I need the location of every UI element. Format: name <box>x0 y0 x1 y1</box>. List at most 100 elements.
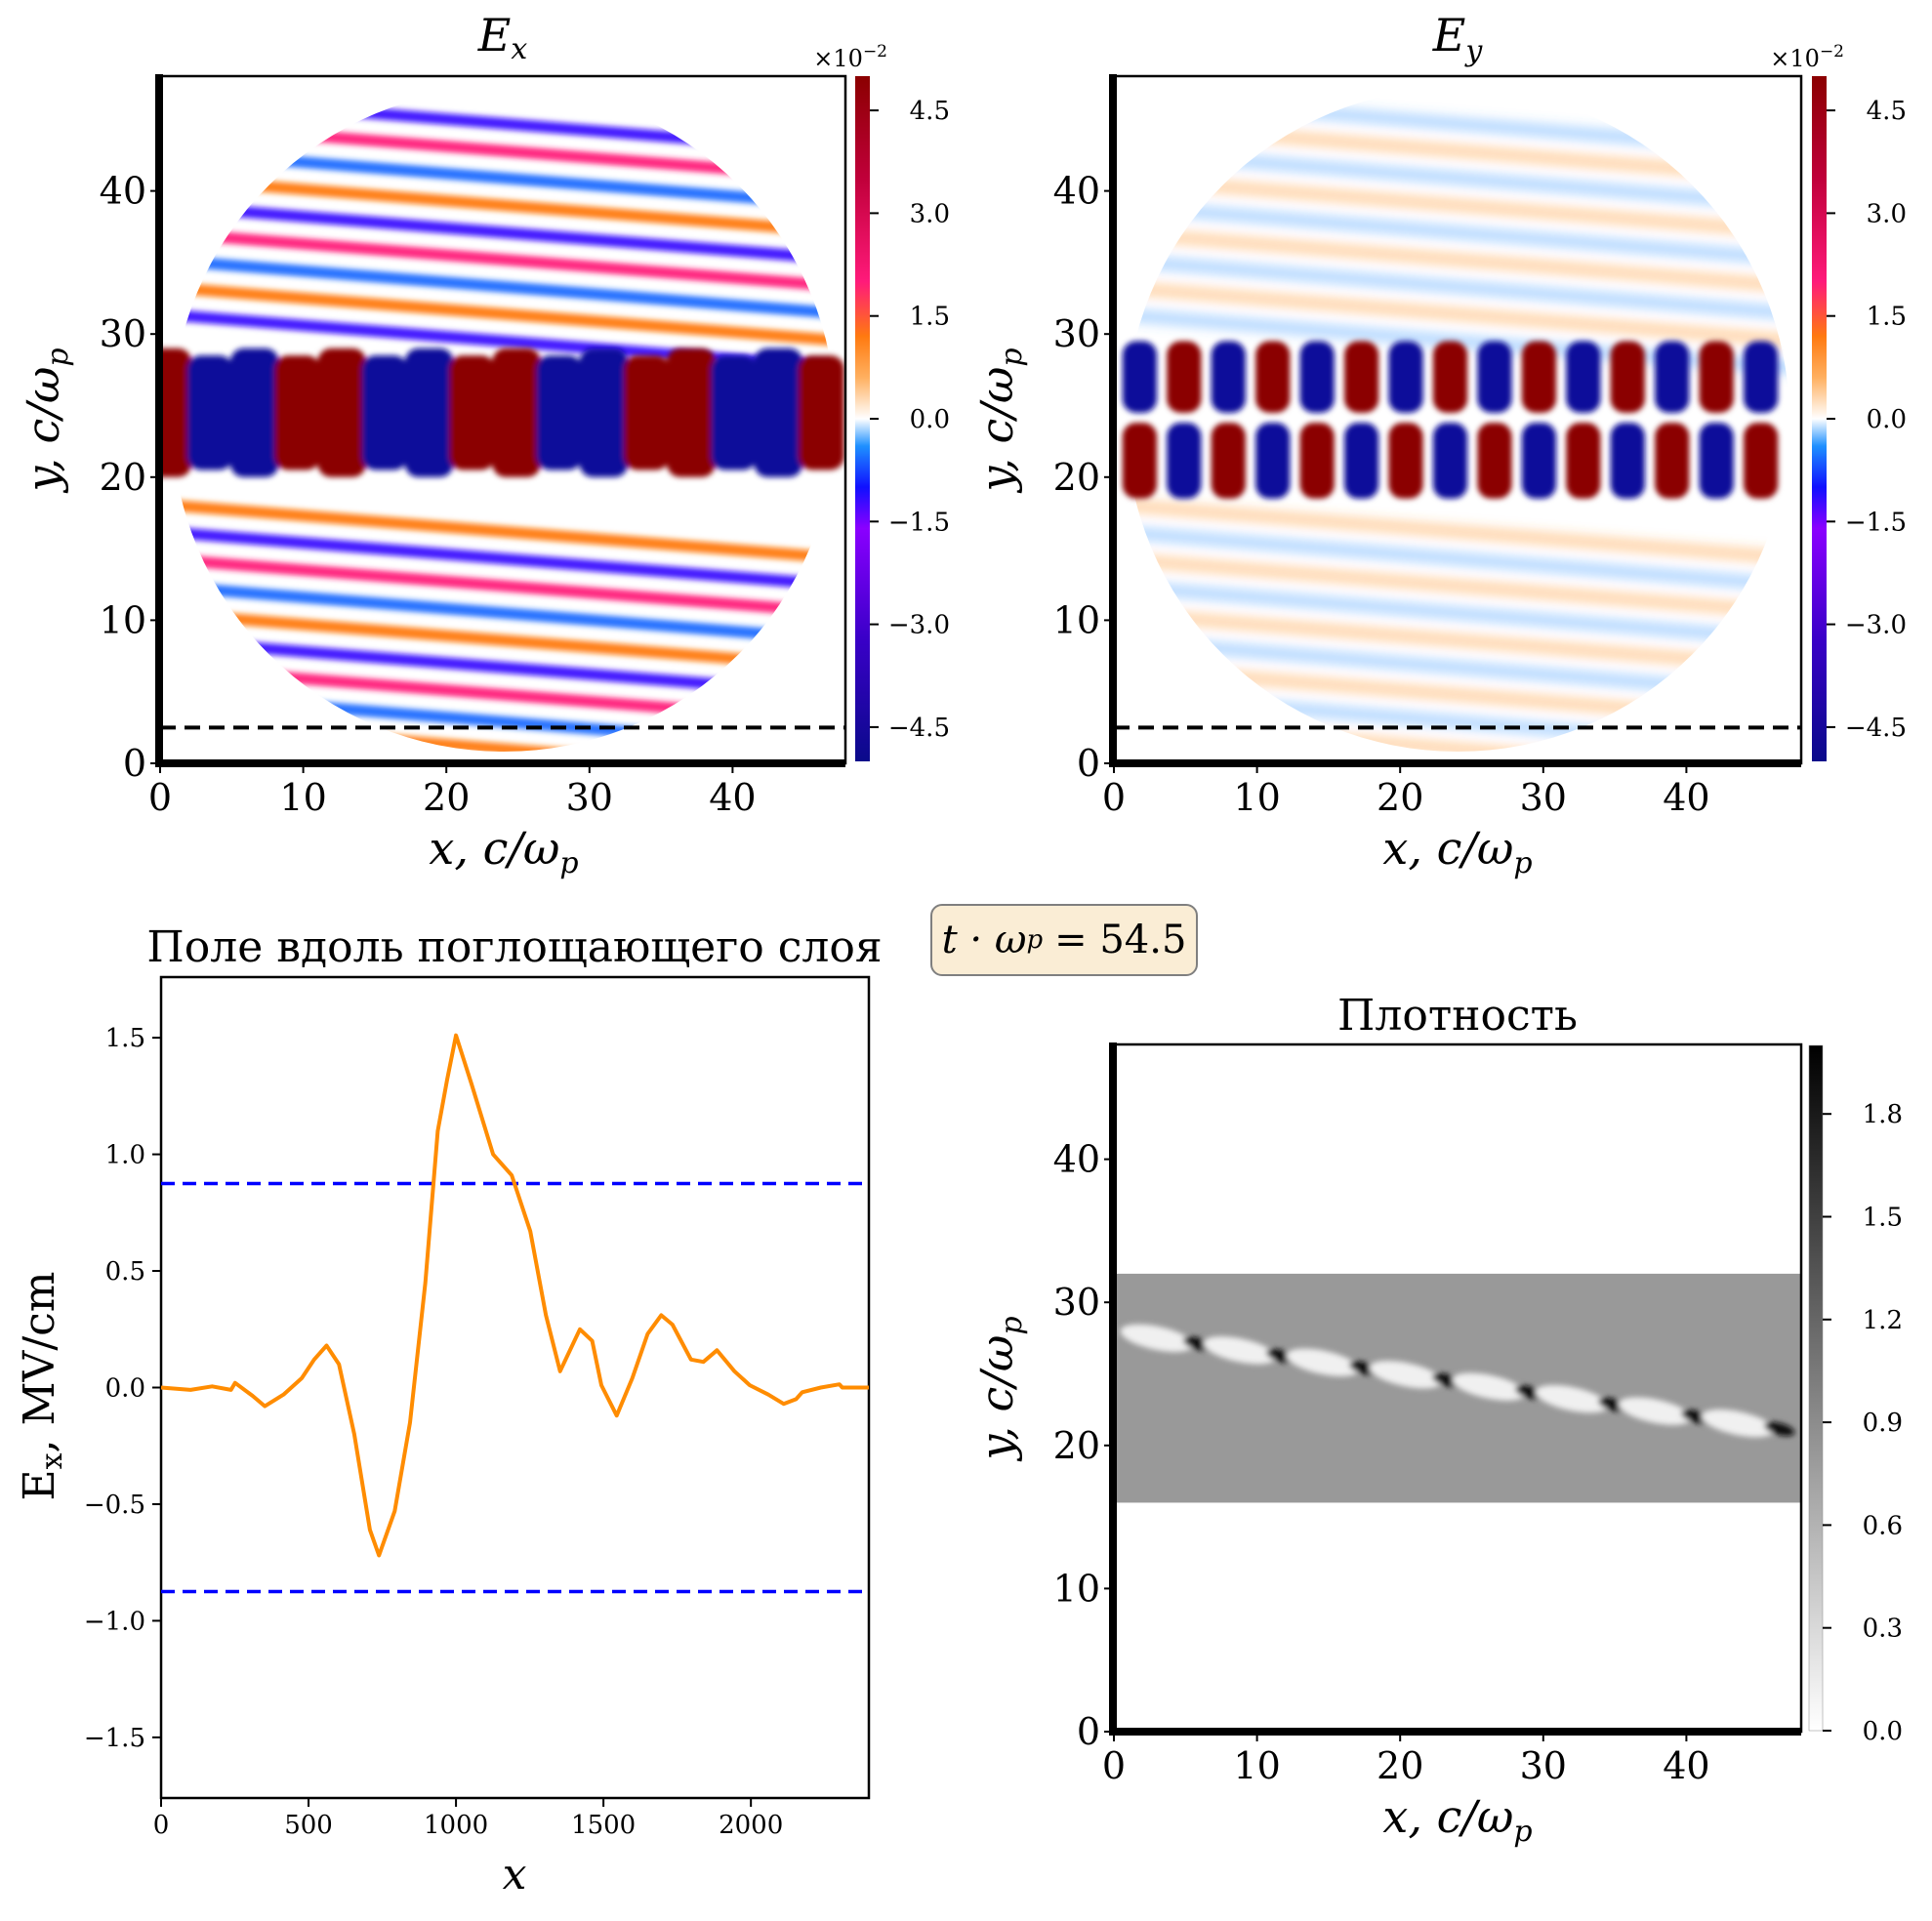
colorbar-tick-label: 1.5 <box>910 303 950 332</box>
wake-cell <box>1610 423 1645 499</box>
x-tick-label: 40 <box>709 776 756 819</box>
field-band <box>172 225 836 296</box>
x-tick-label: 1000 <box>424 1811 488 1840</box>
wake-cell <box>1744 423 1779 499</box>
ex-title: Ex <box>477 9 528 66</box>
y-tick-label: 30 <box>1053 1281 1100 1324</box>
x-tick-label: 10 <box>279 776 326 819</box>
line-xlabel: x <box>503 1850 527 1900</box>
colorbar-tick-label: 1.2 <box>1863 1306 1903 1335</box>
wake-cell <box>1122 341 1157 413</box>
colorbar-multiplier: ×10−2 <box>813 42 887 72</box>
line-title: Поле вдоль поглощающего слоя <box>146 922 882 972</box>
x-axis-label: x, c/ωp <box>429 822 578 880</box>
field-band <box>172 524 836 594</box>
colorbar-tick-label: −4.5 <box>888 714 950 743</box>
colorbar-tick-label: 3.0 <box>1867 199 1907 228</box>
colorbar-tick-label: 3.0 <box>910 199 950 228</box>
ey-colorbar <box>1812 76 1827 761</box>
density-void <box>1203 1336 1277 1365</box>
line-ylabel: Ex, MV/cm <box>15 1271 69 1500</box>
wake-cell <box>1699 423 1734 499</box>
wake-cell <box>1521 341 1556 413</box>
y-tick-label: 0 <box>1077 742 1100 785</box>
y-tick-label: 40 <box>1053 170 1100 213</box>
field-band <box>172 252 836 323</box>
field-band <box>1126 197 1789 268</box>
ex-heatmap-panel: Ex 0 10 20 30 40 0 10 20 30 40 x, c/ωp y, c/ωp 4.5 3… <box>17 9 950 880</box>
ex-wake-cells <box>160 347 844 477</box>
colorbar-tick-label: 0.9 <box>1863 1409 1903 1438</box>
x-tick-label: 0 <box>1102 776 1126 819</box>
wake-cell <box>1299 341 1335 413</box>
wake-cell <box>1655 423 1690 499</box>
field-band <box>1126 279 1789 350</box>
y-axis-label: y, c/ωp <box>970 1316 1029 1461</box>
density-title: Плотность <box>1337 991 1578 1041</box>
wake-cell <box>1388 341 1423 413</box>
wake-cell <box>1344 341 1379 413</box>
x-tick-label: 10 <box>1233 776 1280 819</box>
x-tick-label: 10 <box>1233 1744 1280 1787</box>
field-band <box>1126 225 1789 296</box>
wake-cell <box>1432 423 1468 499</box>
colorbar-tick-label: −3.0 <box>1845 611 1907 640</box>
y-tick-label: 0 <box>123 742 146 785</box>
colorbar-tick-label: −1.5 <box>888 508 950 537</box>
x-tick-label: 1500 <box>571 1811 636 1840</box>
wake-cell <box>449 355 496 470</box>
wake-cell <box>711 355 758 470</box>
wake-cell <box>274 355 321 470</box>
y-tick-label: 20 <box>1053 1424 1100 1467</box>
colorbar-tick-label: −1.5 <box>1845 508 1907 537</box>
density-void <box>1618 1397 1692 1425</box>
field-band <box>172 552 836 622</box>
x-tick-label: 500 <box>284 1811 333 1840</box>
y-axis-label: y, c/ωp <box>970 347 1029 493</box>
wake-cell <box>754 347 803 477</box>
wake-cell <box>317 347 367 477</box>
ey-wake-cells <box>1122 341 1779 499</box>
time-label: t · ω <box>941 918 1027 962</box>
wake-cell <box>1388 423 1423 499</box>
field-band <box>1126 252 1789 323</box>
x-tick-label: 0 <box>1102 1744 1126 1787</box>
density-spikes <box>1120 1324 1795 1438</box>
y-tick-label: 0 <box>1077 1710 1100 1753</box>
time-annotation-box: t · ω p = 54.5 <box>930 904 1198 976</box>
colorbar-tick-label: −4.5 <box>1845 714 1907 743</box>
wake-cell <box>579 347 629 477</box>
colorbar-tick-label: 1.5 <box>1863 1204 1903 1233</box>
colorbar-multiplier: ×10−2 <box>1770 42 1844 72</box>
wake-cell <box>1566 341 1601 413</box>
field-band <box>1126 552 1789 622</box>
field-band <box>1126 497 1789 568</box>
density-void <box>1701 1409 1775 1438</box>
wake-cell <box>798 355 844 470</box>
time-value: = 54.5 <box>1054 918 1187 962</box>
wake-cell <box>1122 423 1157 499</box>
field-band <box>172 197 836 268</box>
line-plot-panel: Поле вдоль поглощающего слоя 0 500 1000 150… <box>15 922 883 1900</box>
ex-axes: 0 10 20 30 40 0 10 20 30 40 x, c/ωp y, c/ωp <box>17 170 845 880</box>
line-axes: 0 500 1000 1500 2000 1.5 1.0 0.5 0.0 −0.5 −1.0 −1.5 <box>84 1024 783 1840</box>
wake-cell <box>1211 423 1246 499</box>
x-tick-label: 20 <box>1377 776 1423 819</box>
wake-cell <box>1299 423 1335 499</box>
wake-cell <box>1610 341 1645 413</box>
x-tick-label: 30 <box>1520 1744 1567 1787</box>
field-band <box>172 497 836 568</box>
y-tick-label: 30 <box>1053 312 1100 355</box>
density-colorbar <box>1808 1044 1824 1732</box>
wake-cell <box>160 347 192 477</box>
wake-cell <box>1521 423 1556 499</box>
series-line-ex <box>160 1033 869 1558</box>
colorbar-tick-label: 0.0 <box>910 405 950 434</box>
wake-cell <box>1167 423 1202 499</box>
wake-cell <box>1477 423 1512 499</box>
wake-cell <box>536 355 583 470</box>
y-tick-label: 1.5 <box>105 1024 145 1053</box>
wake-cell <box>1255 423 1291 499</box>
wake-cell <box>1211 341 1246 413</box>
